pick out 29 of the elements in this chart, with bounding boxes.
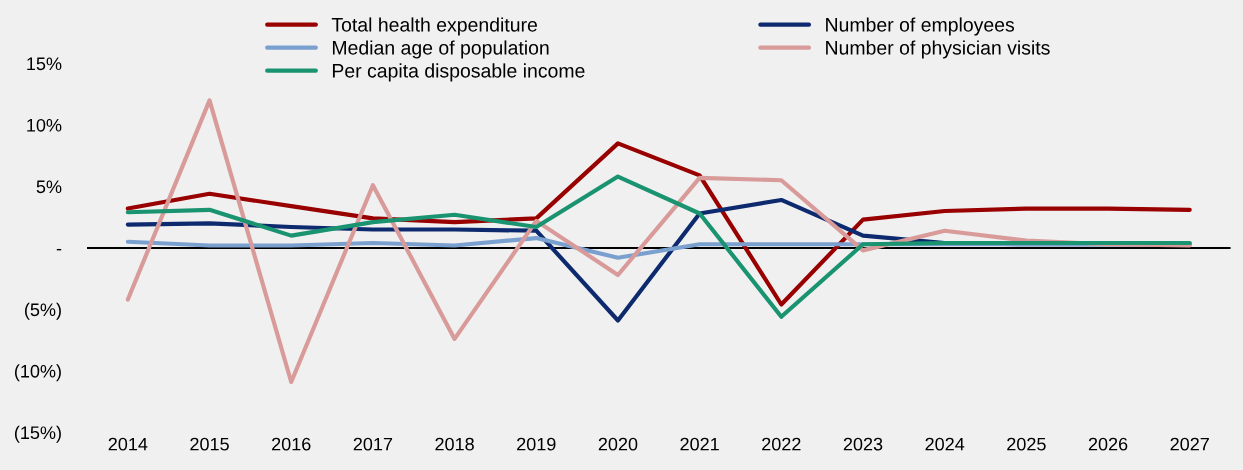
x-tick-label: 2023 — [843, 437, 883, 451]
x-tick-label: 2019 — [517, 437, 556, 451]
x-tick-label: 2025 — [1007, 437, 1046, 451]
x-tick-label: 2018 — [435, 437, 474, 451]
legend-label: Median age of population — [332, 40, 549, 59]
x-tick-label: 2022 — [762, 437, 801, 451]
x-tick-label: 2021 — [680, 437, 719, 451]
legend-label: Per capita disposable income — [332, 63, 585, 82]
y-tick-label: 5% — [36, 180, 62, 194]
y-tick-label: 15% — [27, 57, 62, 71]
y-tick-label: 10% — [27, 118, 62, 132]
line-series — [125, 174, 1192, 319]
line-series — [125, 141, 1192, 307]
x-tick-label: 2026 — [1088, 437, 1128, 451]
x-tick-label: 2014 — [108, 437, 148, 451]
y-tick-label: (10%) — [14, 364, 61, 382]
y-tick-label: (5%) — [25, 302, 61, 320]
x-tick-label: 2027 — [1170, 437, 1209, 451]
x-tick-label: 2015 — [190, 437, 229, 451]
y-tick-label: - — [56, 248, 62, 251]
y-tick-label: (15%) — [14, 425, 61, 443]
line-series — [125, 98, 1192, 385]
x-tick-label: 2016 — [272, 437, 311, 451]
x-tick-label: 2020 — [598, 437, 638, 451]
legend-label: Number of physician visits — [826, 40, 1050, 59]
legend-label: Total health expenditure — [331, 17, 537, 36]
legend-label: Number of employees — [826, 17, 1015, 36]
x-tick-label: 2017 — [353, 437, 393, 451]
x-tick-label: 2024 — [925, 437, 965, 451]
